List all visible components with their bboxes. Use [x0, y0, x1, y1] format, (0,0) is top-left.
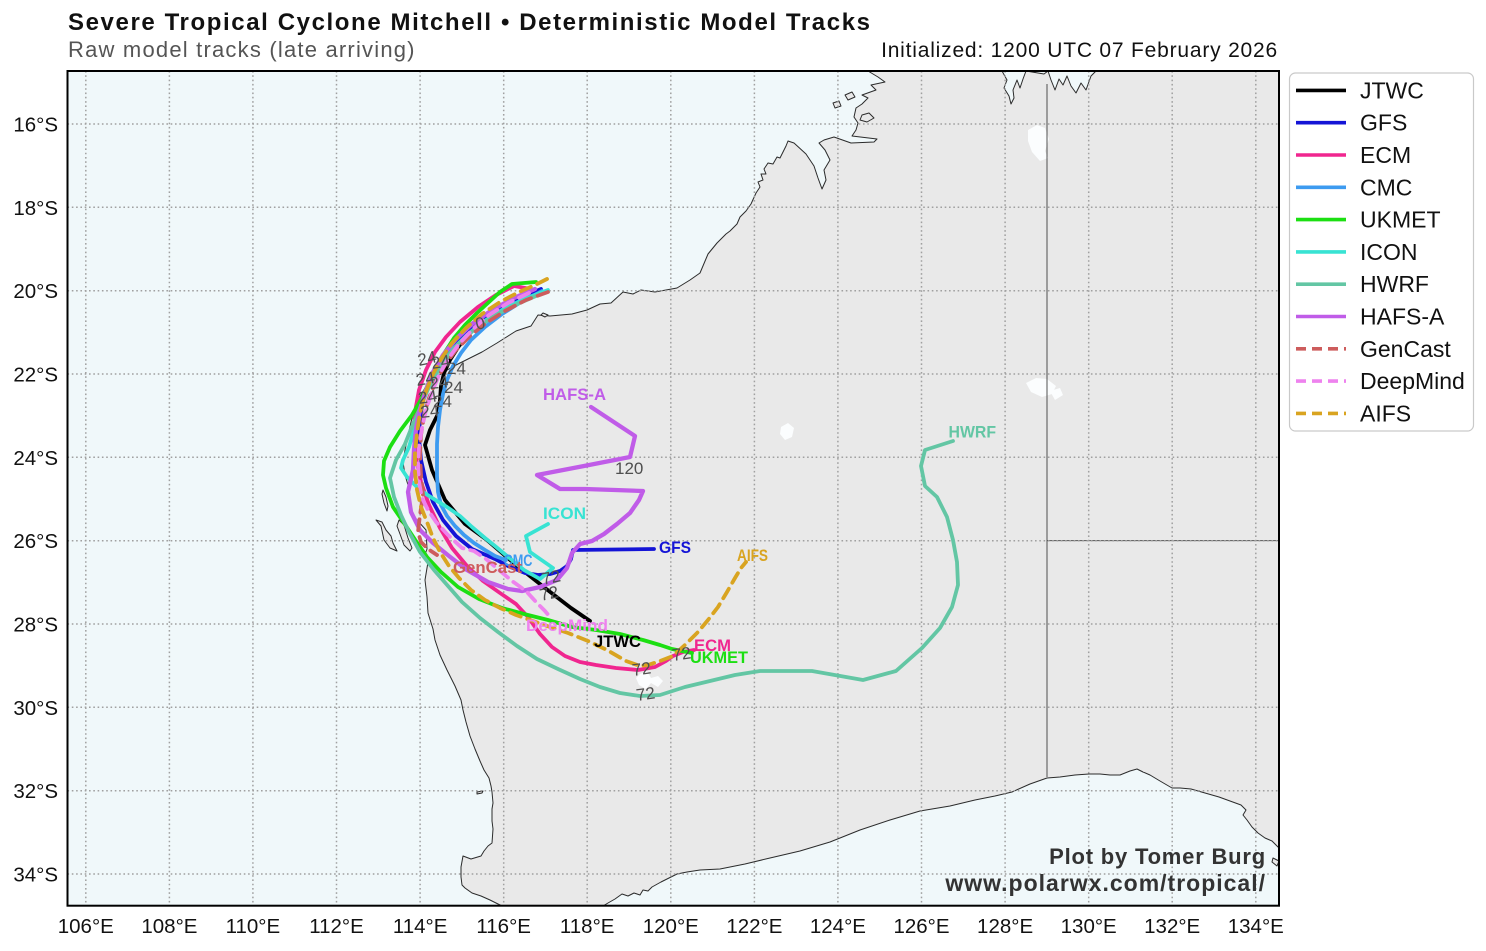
svg-text:HAFS-A: HAFS-A	[1360, 304, 1445, 330]
svg-text:106°E: 106°E	[58, 915, 114, 938]
svg-text:20°S: 20°S	[13, 280, 58, 303]
svg-text:24: 24	[447, 359, 466, 378]
svg-text:34°S: 34°S	[13, 864, 58, 887]
svg-text:UKMET: UKMET	[1360, 207, 1441, 233]
svg-text:26°S: 26°S	[13, 530, 58, 553]
svg-text:CMC: CMC	[504, 551, 533, 570]
svg-text:GFS: GFS	[659, 538, 691, 557]
svg-text:HWRF: HWRF	[1360, 271, 1429, 297]
svg-text:112°E: 112°E	[309, 915, 364, 938]
svg-text:18°S: 18°S	[13, 197, 58, 220]
svg-text:116°E: 116°E	[476, 915, 531, 938]
svg-text:72: 72	[538, 582, 560, 605]
svg-text:72: 72	[631, 659, 652, 680]
svg-text:CMC: CMC	[1360, 174, 1412, 200]
svg-text:JTWC: JTWC	[1360, 77, 1424, 103]
svg-text:110°E: 110°E	[226, 915, 281, 938]
svg-text:GenCast: GenCast	[453, 558, 522, 577]
svg-text:120°E: 120°E	[643, 915, 699, 938]
svg-text:ICON: ICON	[1360, 239, 1418, 265]
svg-text:JTWC: JTWC	[594, 632, 641, 651]
svg-text:24: 24	[417, 387, 438, 408]
svg-text:114°E: 114°E	[393, 915, 448, 938]
svg-text:24: 24	[433, 392, 452, 411]
svg-text:Plot by Tomer Burg: Plot by Tomer Burg	[1049, 844, 1266, 869]
svg-text:DeepMind: DeepMind	[526, 616, 608, 635]
svg-text:GFS: GFS	[1360, 110, 1407, 136]
svg-text:32°S: 32°S	[13, 780, 58, 803]
svg-text:30°S: 30°S	[13, 697, 58, 720]
svg-text:HWRF: HWRF	[949, 423, 997, 442]
svg-text:UKMET: UKMET	[690, 648, 749, 667]
svg-text:120: 120	[615, 459, 643, 478]
svg-text:ECM: ECM	[694, 636, 731, 655]
svg-text:Raw model tracks (late arrivin: Raw model tracks (late arriving)	[68, 37, 416, 62]
svg-text:126°E: 126°E	[893, 915, 949, 938]
svg-text:ICON: ICON	[543, 504, 586, 523]
svg-text:0: 0	[473, 313, 487, 334]
svg-text:GenCast: GenCast	[1360, 336, 1451, 362]
svg-text:Initialized: 1200 UTC 07 Febru: Initialized: 1200 UTC 07 February 2026	[881, 39, 1278, 62]
svg-text:Severe Tropical Cyclone Mitche: Severe Tropical Cyclone Mitchell • Deter…	[68, 9, 872, 36]
svg-text:28°S: 28°S	[13, 614, 58, 637]
svg-text:DeepMind: DeepMind	[1360, 368, 1465, 394]
svg-text:24: 24	[416, 347, 438, 370]
svg-text:AIFS: AIFS	[737, 546, 768, 565]
svg-text:ECM: ECM	[1360, 142, 1411, 168]
svg-text:72: 72	[671, 644, 692, 665]
svg-text:132°E: 132°E	[1144, 915, 1200, 938]
svg-text:www.polarwx.com/tropical/: www.polarwx.com/tropical/	[944, 870, 1266, 896]
svg-text:134°E: 134°E	[1228, 915, 1284, 938]
svg-text:128°E: 128°E	[977, 915, 1033, 938]
svg-text:130°E: 130°E	[1061, 915, 1117, 938]
svg-text:AIFS: AIFS	[1360, 400, 1411, 426]
svg-text:24: 24	[430, 352, 451, 373]
svg-text:24: 24	[414, 368, 436, 390]
svg-text:22°S: 22°S	[13, 364, 58, 387]
svg-text:108°E: 108°E	[141, 915, 197, 938]
svg-text:72: 72	[635, 684, 656, 705]
svg-text:HAFS-A: HAFS-A	[543, 385, 606, 404]
svg-text:24: 24	[444, 378, 463, 397]
svg-text:24: 24	[419, 401, 440, 422]
svg-text:122°E: 122°E	[726, 915, 782, 938]
svg-text:24: 24	[429, 372, 450, 393]
svg-text:72: 72	[540, 566, 562, 589]
svg-text:24°S: 24°S	[13, 447, 58, 470]
svg-text:124°E: 124°E	[810, 915, 866, 938]
svg-text:118°E: 118°E	[560, 915, 615, 938]
svg-text:16°S: 16°S	[13, 114, 58, 137]
